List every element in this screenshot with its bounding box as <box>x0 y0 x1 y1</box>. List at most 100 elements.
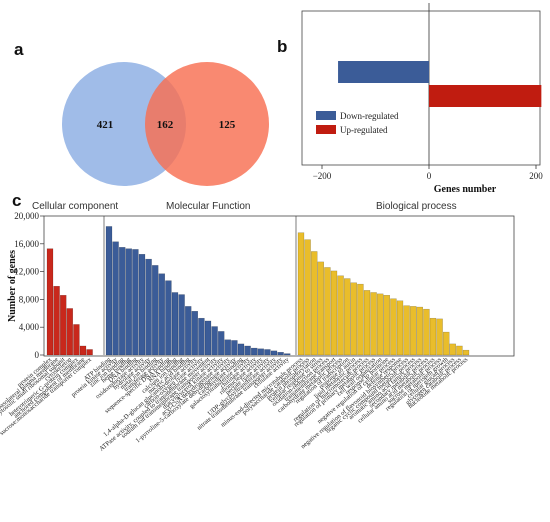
go-bar <box>198 317 205 356</box>
legend-label-down: Down-regulated <box>340 111 399 121</box>
go-bar <box>105 226 113 356</box>
panel-c-frame <box>43 215 515 357</box>
go-bar <box>73 324 80 356</box>
go-bar <box>423 308 430 356</box>
panel-label-c: c <box>12 191 21 210</box>
go-bar <box>257 348 264 356</box>
go-bar <box>311 251 318 356</box>
go-bar <box>138 254 146 356</box>
panel-b-bars <box>338 61 542 107</box>
panel-label-b: b <box>277 37 287 56</box>
go-bar <box>264 349 271 356</box>
go-bar <box>350 282 357 356</box>
go-bar <box>416 306 423 356</box>
c-y-tick-label: 8,000 <box>19 294 40 304</box>
go-bar <box>250 347 258 356</box>
go-bar <box>86 349 93 356</box>
panel-c-y-ticks: 0 4,000 8,000 12,000 16,000 20,000 <box>14 211 44 360</box>
go-bar <box>171 292 179 356</box>
b-tick-label: −200 <box>313 171 332 181</box>
go-bar <box>410 306 417 356</box>
legend-swatch-down <box>316 111 336 120</box>
c-y-tick-label: 16,000 <box>14 239 39 249</box>
go-bar <box>297 232 305 356</box>
go-bar <box>79 345 87 356</box>
go-bar <box>191 311 199 356</box>
go-bar <box>330 270 338 356</box>
go-bar <box>145 258 152 356</box>
go-bar <box>244 345 251 356</box>
go-bar <box>344 278 351 356</box>
go-bar <box>231 340 238 356</box>
go-bar <box>429 317 437 356</box>
venn-overlap-count: 162 <box>157 119 174 131</box>
go-bar <box>304 239 311 356</box>
venn-right-only-count: 125 <box>219 119 236 131</box>
go-bar <box>125 248 133 356</box>
go-bar <box>270 350 278 356</box>
go-bar <box>357 283 364 356</box>
go-bar <box>284 353 291 356</box>
regulation-panel: b Down-regulated Up-regulated −200 0 200 G… <box>277 3 543 195</box>
go-bar <box>456 345 463 356</box>
go-bar <box>165 280 172 356</box>
go-bar <box>158 273 166 356</box>
bar-down-regulated <box>338 61 429 83</box>
go-bar <box>118 247 126 356</box>
go-bar <box>396 300 404 356</box>
panel-b-x-axis-title: Genes number <box>434 184 497 195</box>
go-bar <box>363 290 371 356</box>
bar-up-regulated <box>429 85 542 107</box>
go-bar <box>112 241 119 356</box>
legend-swatch-up <box>316 125 336 134</box>
venn-left-only-count: 421 <box>97 119 114 131</box>
go-panel: c Cellular component Molecular Function … <box>0 191 515 453</box>
go-bar <box>237 343 245 356</box>
go-bar <box>383 295 390 356</box>
panel-c-y-axis-title: Number of genes <box>7 250 18 322</box>
go-bar <box>184 306 192 356</box>
b-tick-label: 200 <box>529 171 543 181</box>
go-bar <box>377 293 384 356</box>
go-bar <box>132 249 139 356</box>
b-tick-label: 0 <box>427 171 432 181</box>
go-bar <box>337 275 344 356</box>
go-bar <box>178 294 185 356</box>
go-bar <box>462 349 470 356</box>
go-bar <box>443 331 450 356</box>
panel-c-bars <box>46 226 470 356</box>
venn-set-right <box>145 62 269 186</box>
c-y-tick-label: 0 <box>35 350 40 360</box>
go-bar <box>390 298 397 356</box>
legend-label-up: Up-regulated <box>340 125 388 135</box>
go-bar <box>403 305 410 356</box>
go-bar <box>217 331 225 356</box>
panel-c-group-dividers <box>103 216 297 355</box>
go-bar <box>370 292 377 356</box>
go-bar <box>46 248 54 356</box>
c-y-tick-label: 4,000 <box>19 322 40 332</box>
c-y-tick-label: 12,000 <box>14 267 39 277</box>
go-bar <box>224 339 232 356</box>
group-title-molecular-function: Molecular Function <box>166 201 250 212</box>
go-bar <box>151 265 159 356</box>
go-bar <box>211 326 218 356</box>
panel-b-legend: Down-regulated Up-regulated <box>316 111 399 135</box>
go-bar <box>449 343 456 356</box>
go-bar <box>66 308 74 356</box>
venn-panel: a 421 162 125 <box>14 40 269 186</box>
c-y-tick-label: 20,000 <box>14 211 39 221</box>
go-bar <box>53 285 60 356</box>
go-bar <box>277 352 284 356</box>
panel-label-a: a <box>14 40 24 59</box>
go-bar <box>60 295 67 356</box>
go-bar <box>317 261 324 356</box>
go-bar <box>324 267 331 356</box>
go-bar <box>204 320 212 356</box>
panel-b-x-ticks: −200 0 200 <box>313 165 543 181</box>
go-bar <box>436 318 443 356</box>
group-title-cellular-component: Cellular component <box>32 201 118 212</box>
group-title-biological-process: Biological process <box>376 201 457 212</box>
